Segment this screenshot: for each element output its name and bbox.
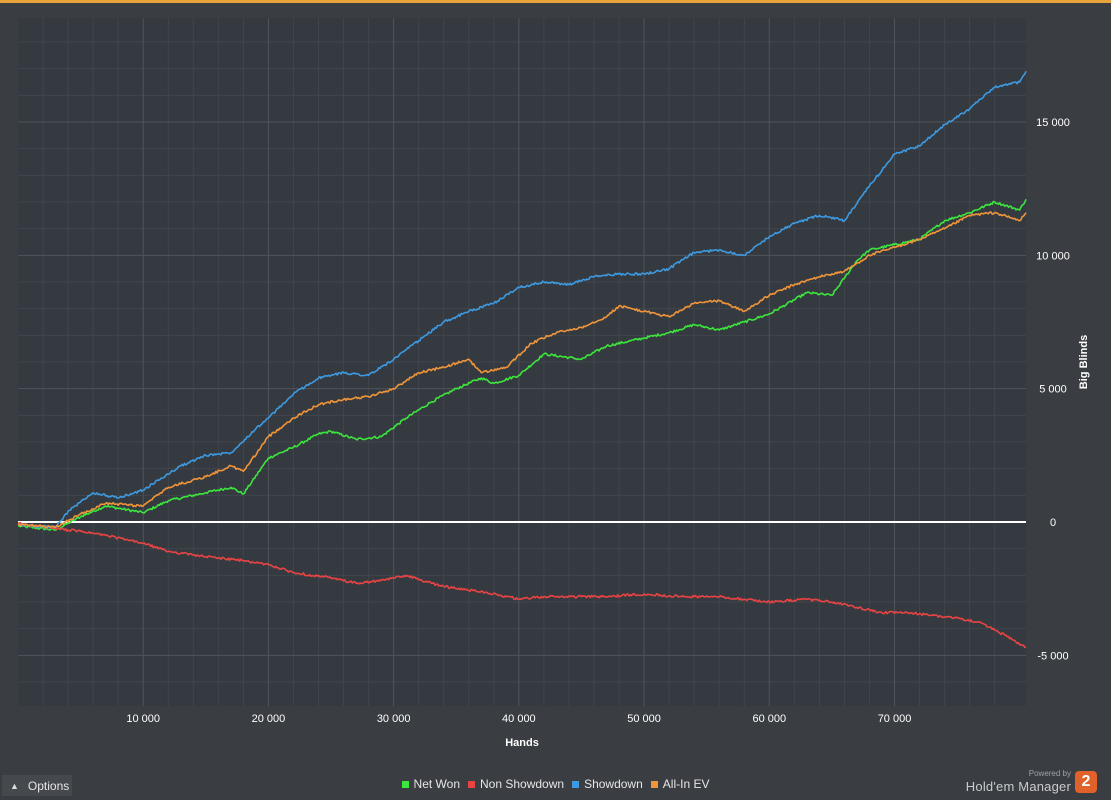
y-tick-label: 10 000 bbox=[1036, 250, 1070, 262]
y-axis-title: Big Blinds bbox=[1078, 335, 1090, 389]
legend-item-non-showdown[interactable]: Non Showdown bbox=[468, 777, 564, 791]
x-tick-label: 50 000 bbox=[627, 713, 661, 725]
y-axis-ticks: -5 000 0 5 000 10 000 15 000 bbox=[1036, 117, 1070, 662]
series-lines bbox=[17, 70, 1027, 649]
y-tick-label: 15 000 bbox=[1036, 117, 1070, 129]
legend-label: All-In EV bbox=[662, 777, 710, 791]
x-tick-label: 40 000 bbox=[502, 713, 536, 725]
options-label: Options bbox=[27, 778, 70, 793]
y-tick-label: 0 bbox=[1050, 517, 1056, 529]
x-tick-label: 30 000 bbox=[377, 713, 411, 725]
legend-label: Showdown bbox=[584, 777, 643, 791]
x-tick-label: 60 000 bbox=[752, 713, 786, 725]
bankroll-graph: 10 000 20 000 30 000 40 000 50 000 60 000 70 0… bbox=[17, 18, 1090, 749]
x-axis-ticks: 10 000 20 000 30 000 40 000 50 000 60 000 70 0… bbox=[126, 713, 911, 725]
x-tick-label: 20 000 bbox=[252, 713, 286, 725]
y-tick-label: 5 000 bbox=[1039, 384, 1067, 396]
series-line-showdown bbox=[17, 70, 1027, 529]
brand-badge: Powered by Hold'em Manager 2 bbox=[966, 766, 1097, 794]
x-tick-label: 10 000 bbox=[126, 713, 160, 725]
legend-item-showdown[interactable]: Showdown bbox=[572, 777, 643, 791]
series-line-all-in-ev bbox=[17, 211, 1027, 529]
legend-label: Net Won bbox=[413, 777, 460, 791]
legend-swatch bbox=[468, 780, 475, 788]
hem2-logo-icon: 2 bbox=[1075, 771, 1097, 793]
legend-item-all-in-ev[interactable]: All-In EV bbox=[650, 777, 710, 791]
legend-swatch bbox=[650, 780, 658, 788]
y-tick-label: -5 000 bbox=[1037, 650, 1068, 662]
legend-swatch bbox=[572, 780, 580, 788]
x-tick-label: 70 000 bbox=[878, 713, 912, 725]
legend-swatch bbox=[401, 780, 409, 788]
series-line-net-won bbox=[17, 198, 1027, 531]
x-axis-title: Hands bbox=[505, 737, 539, 749]
major-gridlines bbox=[18, 18, 1026, 706]
legend-label: Non Showdown bbox=[480, 777, 565, 791]
legend-item-net-won[interactable]: Net Won bbox=[401, 777, 460, 791]
options-button[interactable]: ▲ Options bbox=[2, 775, 72, 796]
chevron-up-icon: ▲ bbox=[10, 780, 19, 791]
minor-gridlines bbox=[18, 18, 1026, 706]
window-top-accent-bar bbox=[0, 0, 1111, 3]
series-line-non-showdown bbox=[17, 521, 1027, 649]
powered-by-text: Powered by bbox=[1028, 769, 1071, 778]
chart-legend: Net Won Non Showdown Showdown All-In EV bbox=[0, 776, 1111, 792]
product-name: Hold'em Manager bbox=[965, 779, 1071, 794]
